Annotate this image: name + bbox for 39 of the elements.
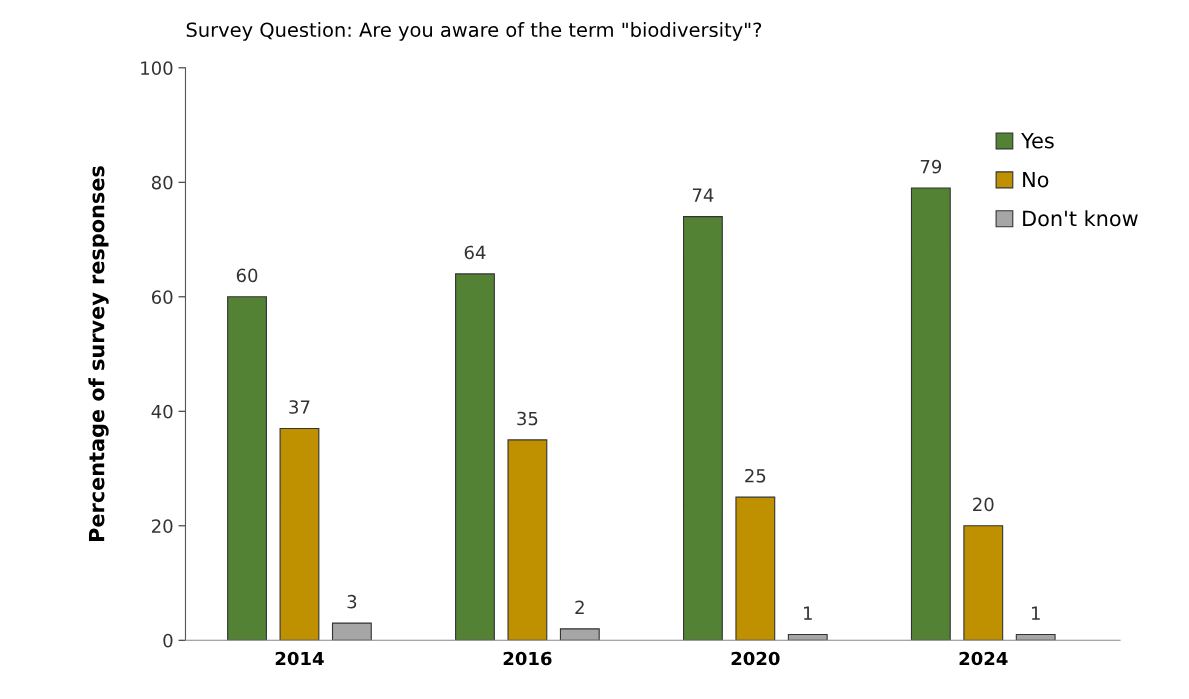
bar [963, 525, 1004, 641]
data-label: 64 [464, 245, 486, 260]
data-label: 1 [804, 606, 812, 620]
bar [735, 496, 776, 641]
data-label: 37 [289, 400, 310, 414]
y-tick-label: 80 [151, 175, 173, 190]
x-tick-label: 2024 [959, 651, 1008, 666]
data-label: 25 [745, 468, 766, 483]
bar [507, 439, 548, 641]
data-label: 35 [517, 411, 538, 426]
data-label: 3 [347, 594, 357, 609]
bar [455, 273, 495, 641]
bar [910, 187, 951, 641]
legend-label: No [1023, 171, 1049, 188]
bar [682, 216, 723, 641]
data-label: 2 [575, 600, 584, 614]
bar [279, 427, 320, 641]
bar [331, 622, 372, 641]
data-label: 79 [920, 159, 942, 174]
data-label: 20 [973, 497, 994, 512]
data-label: 1 [1031, 606, 1040, 620]
data-label: 74 [692, 188, 714, 202]
y-tick-label: 20 [152, 519, 173, 533]
y-tick-label: 60 [151, 290, 173, 304]
y-axis-title: Percentage of survey responses [88, 166, 109, 542]
chart-title: Survey Question: Are you aware of the term "biodiversity"? [186, 22, 762, 41]
data-label: 60 [236, 268, 258, 283]
y-tick-label: 100 [141, 61, 173, 75]
bar [559, 628, 600, 641]
bar [1015, 634, 1056, 641]
legend-label: Don't know [1023, 210, 1138, 227]
y-tick-label: 40 [151, 404, 173, 419]
x-tick-label: 2014 [275, 651, 324, 666]
y-tick-label: 0 [163, 633, 173, 648]
bar [787, 634, 828, 641]
x-tick-label: 2020 [731, 651, 780, 666]
bar [227, 296, 267, 641]
legend-label: Yes [1021, 132, 1054, 149]
x-tick-label: 2016 [503, 651, 552, 666]
